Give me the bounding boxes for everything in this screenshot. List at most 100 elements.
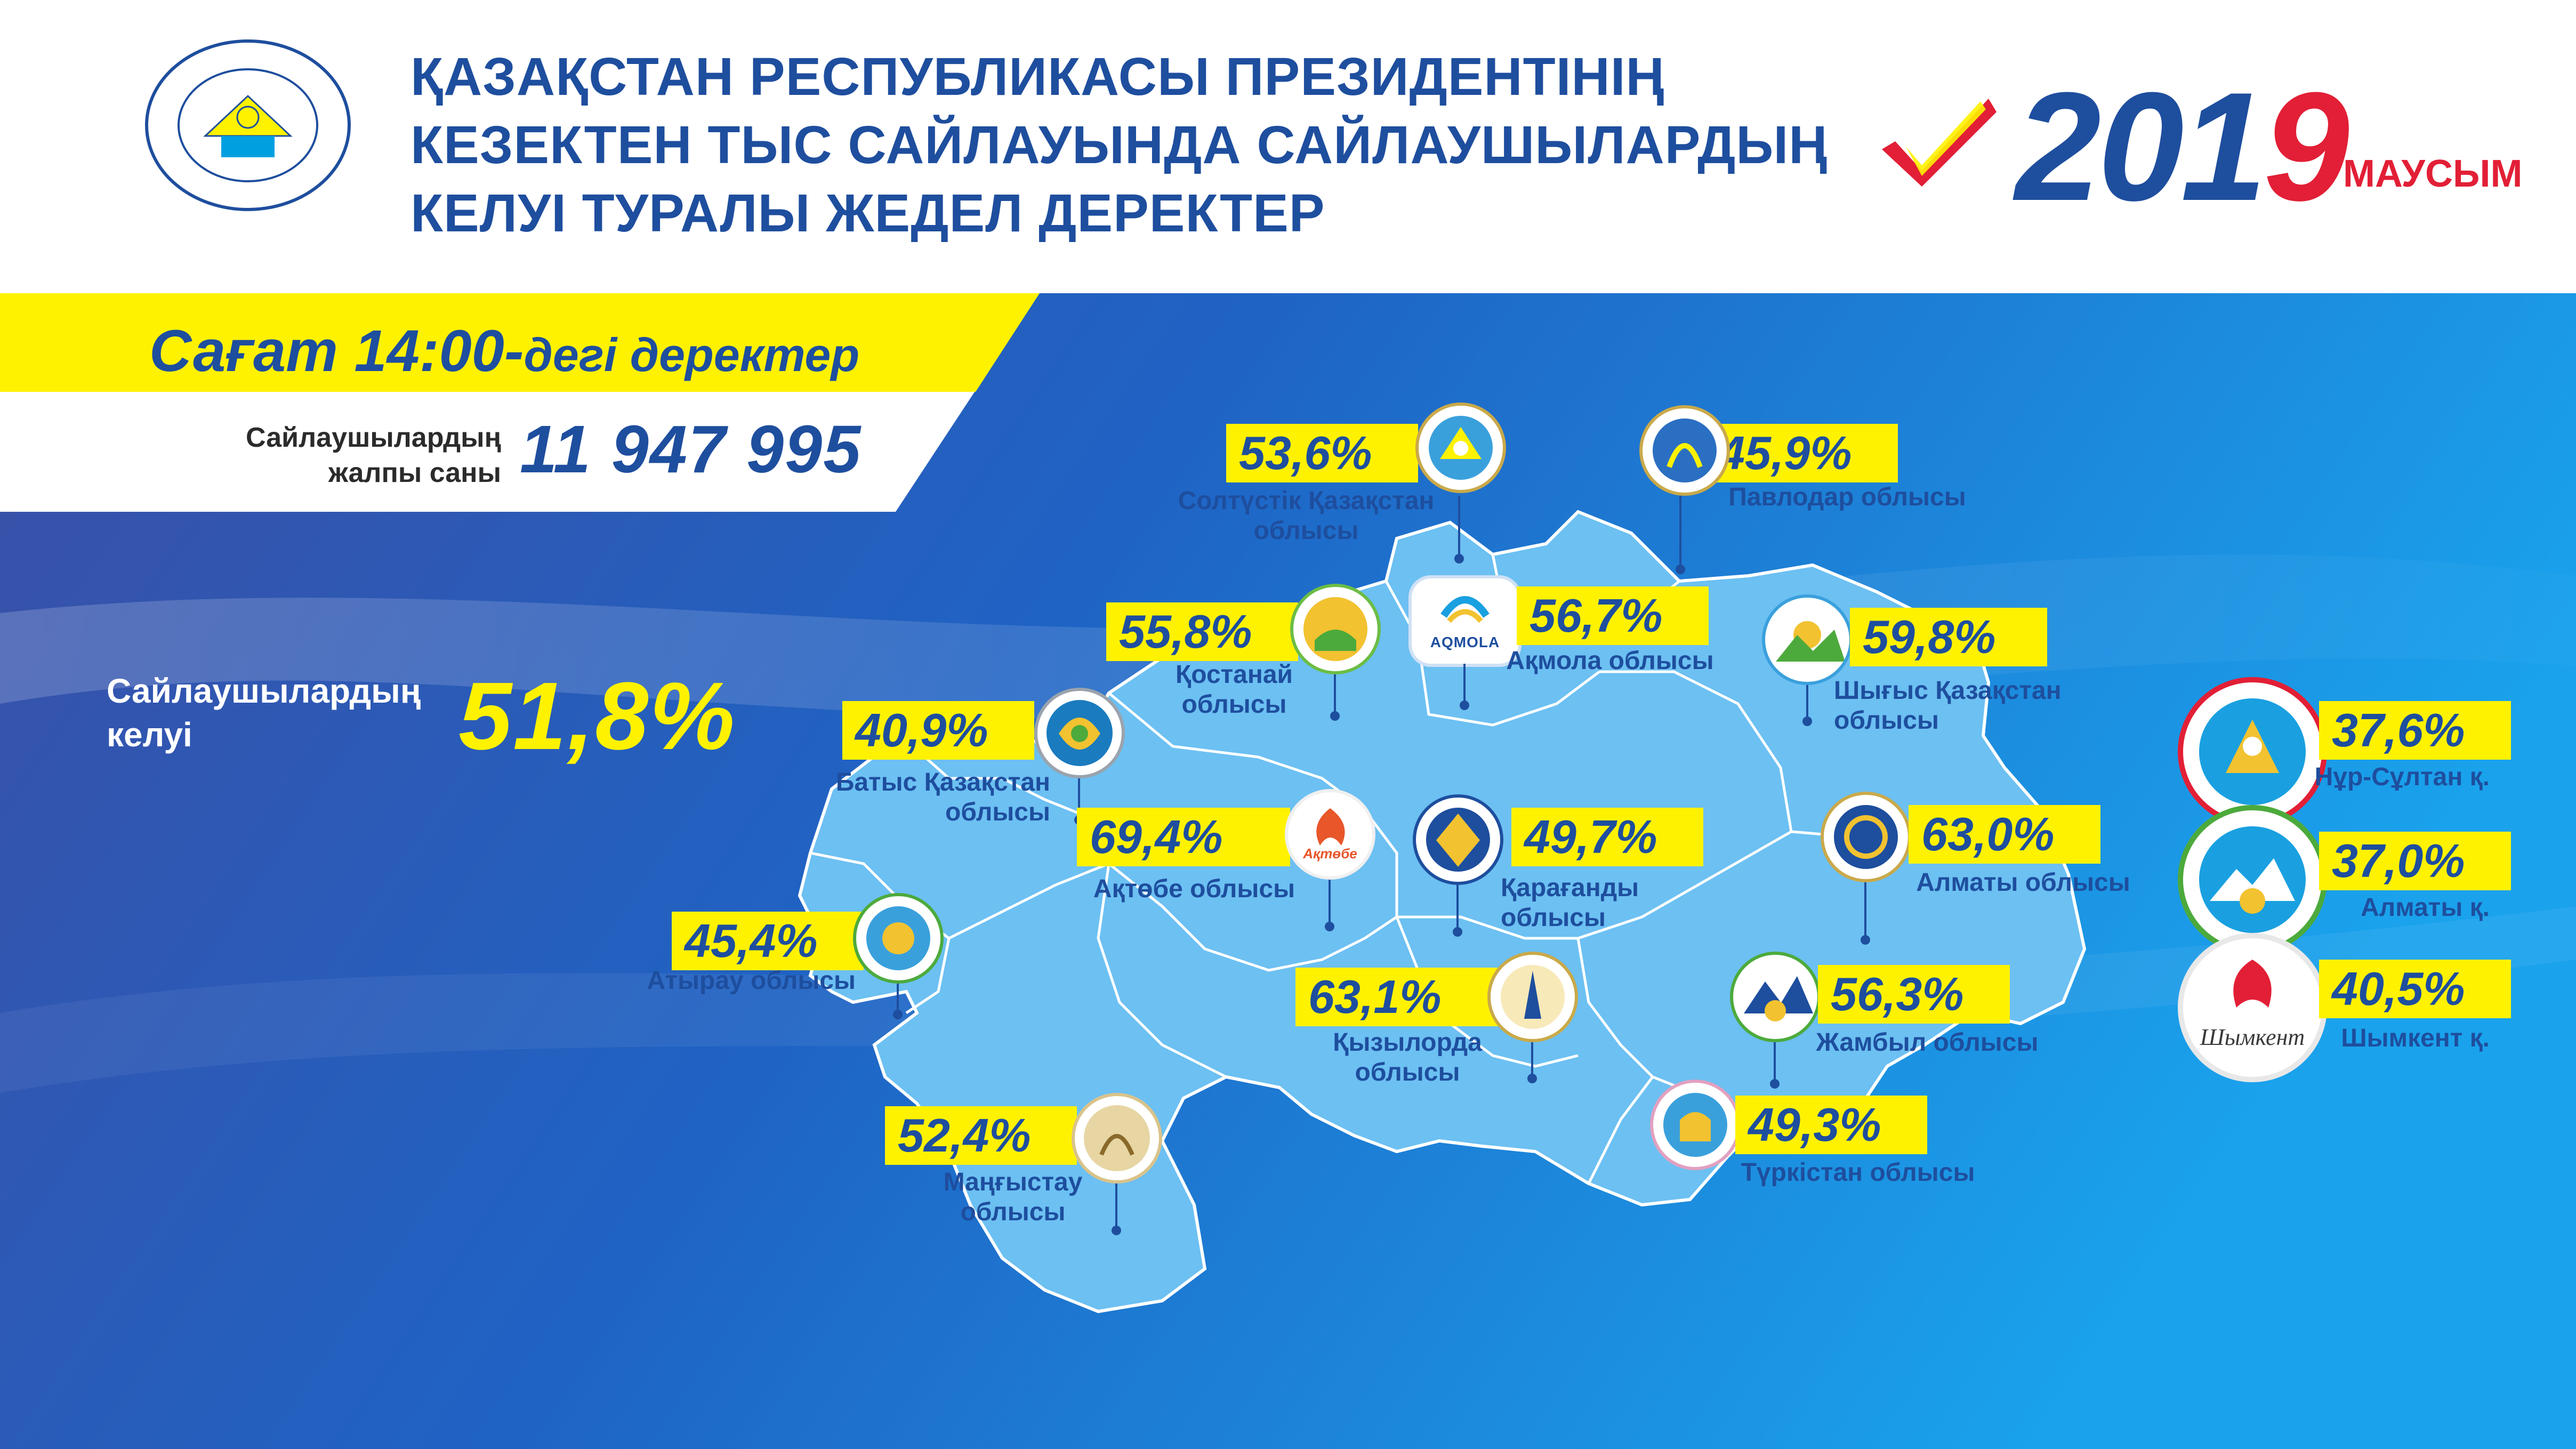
total-voters-label-2: жалпы саны bbox=[328, 457, 501, 488]
year-last-digit: 9 bbox=[2263, 60, 2349, 233]
map-pin bbox=[1454, 496, 1464, 564]
region-pct: 55,8% bbox=[1106, 602, 1298, 661]
region-name-line-1: Қызылорда bbox=[1333, 1028, 1482, 1057]
region-pct: 40,9% bbox=[842, 701, 1034, 760]
city-name: Нұр-Сұлтан қ. bbox=[2314, 763, 2490, 791]
region-pct: 49,3% bbox=[1735, 1096, 1927, 1154]
region-name-line-1: Ақмола облысы bbox=[1506, 647, 1714, 675]
region-pct: 56,7% bbox=[1517, 586, 1709, 645]
region-name-line-1: Шығыс Қазақстан bbox=[1834, 677, 2062, 705]
region-name: Түркістан облысы bbox=[1730, 1158, 1986, 1188]
kostanay-emblem-icon bbox=[1290, 584, 1381, 674]
region-name-line-2: облысы bbox=[945, 798, 1050, 826]
total-voters-label: Сайлаушылардың жалпы саны bbox=[229, 420, 501, 490]
west-kazakhstan-emblem-icon bbox=[1034, 688, 1125, 778]
region-name: Павлодар облысы bbox=[1722, 482, 1973, 512]
region-name: Шығыс Қазақстан облысы bbox=[1834, 676, 2079, 736]
aktobe-logo-text: Ақтөбе bbox=[1303, 846, 1357, 862]
region-pct: 45,4% bbox=[672, 912, 864, 970]
region-name-line-1: Солтүстік Қазақстан bbox=[1178, 487, 1435, 515]
map-pin bbox=[1676, 496, 1685, 574]
year: 2019 bbox=[2015, 69, 2349, 224]
city-pct: 40,5% bbox=[2319, 960, 2511, 1018]
region-name: Алматы облысы bbox=[1906, 868, 2140, 898]
region-name: Қарағанды облысы bbox=[1501, 873, 1677, 933]
month: МАУСЫМ bbox=[2343, 152, 2523, 195]
map-pin bbox=[1112, 1184, 1121, 1235]
region-name: Ақмола облысы bbox=[1498, 646, 1722, 676]
region-name-line-1: Атырау облысы bbox=[647, 967, 856, 995]
region-name: Қызылорда облысы bbox=[1317, 1028, 1498, 1088]
title-line-3: КЕЛУІ ТУРАЛЫ ЖЕДЕЛ ДЕРЕКТЕР bbox=[410, 183, 1325, 243]
almaty-city-emblem-icon bbox=[2178, 805, 2327, 954]
city-name: Шымкент қ. bbox=[2341, 1024, 2490, 1052]
region-pct: 63,0% bbox=[1909, 805, 2100, 864]
region-name: Солтүстік Қазақстан облысы bbox=[1168, 486, 1445, 546]
map-pin bbox=[1460, 664, 1469, 710]
city-pct: 37,6% bbox=[2319, 701, 2511, 760]
region-pct: 45,9% bbox=[1706, 424, 1898, 482]
city-pct: 37,0% bbox=[2319, 832, 2511, 890]
region-name: Маңғыстау облысы bbox=[928, 1168, 1098, 1227]
turkistan-emblem-icon bbox=[1650, 1080, 1741, 1170]
region-name-line-2: облысы bbox=[1355, 1058, 1460, 1086]
region-name-line-1: Түркістан облысы bbox=[1741, 1158, 1975, 1187]
region-name-line-2: облысы bbox=[960, 1198, 1066, 1226]
kyzylorda-emblem-icon bbox=[1487, 952, 1578, 1042]
region-pct: 63,1% bbox=[1295, 968, 1503, 1026]
shymkent-logo-text: Шымкент bbox=[2200, 1024, 2305, 1050]
city-name: Алматы қ. bbox=[2361, 893, 2490, 922]
region-name-line-2: облысы bbox=[1253, 517, 1359, 545]
turnout-label: Сайлаушылардың келуі bbox=[107, 669, 421, 756]
region-name-line-1: Жамбыл облысы bbox=[1816, 1028, 2039, 1057]
region-name-line-2: облысы bbox=[1834, 706, 1939, 735]
region-pct: 53,6% bbox=[1226, 424, 1418, 482]
total-voters-value: 11 947 995 bbox=[520, 412, 862, 487]
region-name-line-1: Қостанай bbox=[1175, 661, 1293, 689]
title-line-1: ҚАЗАҚСТАН РЕСПУБЛИКАСЫ ПРЕЗИДЕНТІНІҢ bbox=[410, 47, 1665, 107]
region-name-line-1: Батыс Қазақстан bbox=[835, 768, 1050, 796]
region-name: Жамбыл облысы bbox=[1810, 1028, 2044, 1058]
time-main: Сағат 14:00- bbox=[149, 318, 524, 384]
region-name-line-1: Қарағанды bbox=[1501, 874, 1639, 902]
time-banner: Сағат 14:00-дегі деректер bbox=[149, 317, 859, 385]
checkmark-icon bbox=[1882, 99, 1997, 187]
nur-sultan-emblem-icon bbox=[2178, 677, 2327, 826]
shymkent-logo-icon: Шымкент bbox=[2178, 933, 2327, 1082]
map-pin bbox=[1802, 685, 1812, 726]
almaty-region-emblem-icon bbox=[1821, 792, 1911, 882]
region-name-line-2: облысы bbox=[1501, 904, 1606, 932]
total-voters-label-1: Сайлаушылардың bbox=[246, 422, 501, 453]
region-name: Ақтөбе облысы bbox=[1082, 874, 1306, 904]
north-kazakhstan-emblem-icon bbox=[1415, 402, 1506, 493]
region-pct: 69,4% bbox=[1077, 808, 1290, 866]
map-pin bbox=[1527, 1042, 1537, 1083]
election-commission-logo bbox=[141, 37, 355, 213]
region-name: Қостанай облысы bbox=[1146, 660, 1322, 720]
turnout-label-2: келуі bbox=[107, 715, 192, 754]
aqmola-logo-icon: AQMOLA bbox=[1412, 578, 1518, 664]
zhambyl-emblem-icon bbox=[1730, 952, 1821, 1042]
map-pin bbox=[1770, 1042, 1780, 1089]
region-name: Батыс Қазақстан облысы bbox=[816, 768, 1050, 827]
aqmola-logo-text: AQMOLA bbox=[1430, 634, 1500, 650]
page-title: ҚАЗАҚСТАН РЕСПУБЛИКАСЫ ПРЕЗИДЕНТІНІҢ КЕЗ… bbox=[410, 43, 1828, 247]
region-pct: 52,4% bbox=[885, 1106, 1077, 1165]
region-name-line-1: Ақтөбе облысы bbox=[1093, 875, 1295, 903]
karaganda-emblem-icon bbox=[1413, 794, 1503, 885]
atyrau-emblem-icon bbox=[853, 893, 944, 984]
map-pin bbox=[893, 984, 903, 1019]
title-line-2: КЕЗЕКТЕН ТЫС САЙЛАУЫНДА САЙЛАУШЫЛАРДЫҢ bbox=[410, 115, 1828, 175]
region-name-line-1: Алматы облысы bbox=[1916, 868, 2130, 897]
region-name-line-2: облысы bbox=[1181, 690, 1287, 719]
aktobe-logo-icon: Ақтөбе bbox=[1285, 789, 1375, 880]
mangystau-emblem-icon bbox=[1072, 1093, 1162, 1184]
region-name-line-1: Маңғыстау bbox=[943, 1168, 1083, 1196]
region-pct: 59,8% bbox=[1850, 608, 2047, 666]
region-pct: 56,3% bbox=[1818, 965, 2010, 1024]
map-pin bbox=[1861, 882, 1870, 945]
time-suffix: дегі деректер bbox=[524, 328, 860, 381]
turnout-value: 51,8% bbox=[458, 663, 736, 770]
